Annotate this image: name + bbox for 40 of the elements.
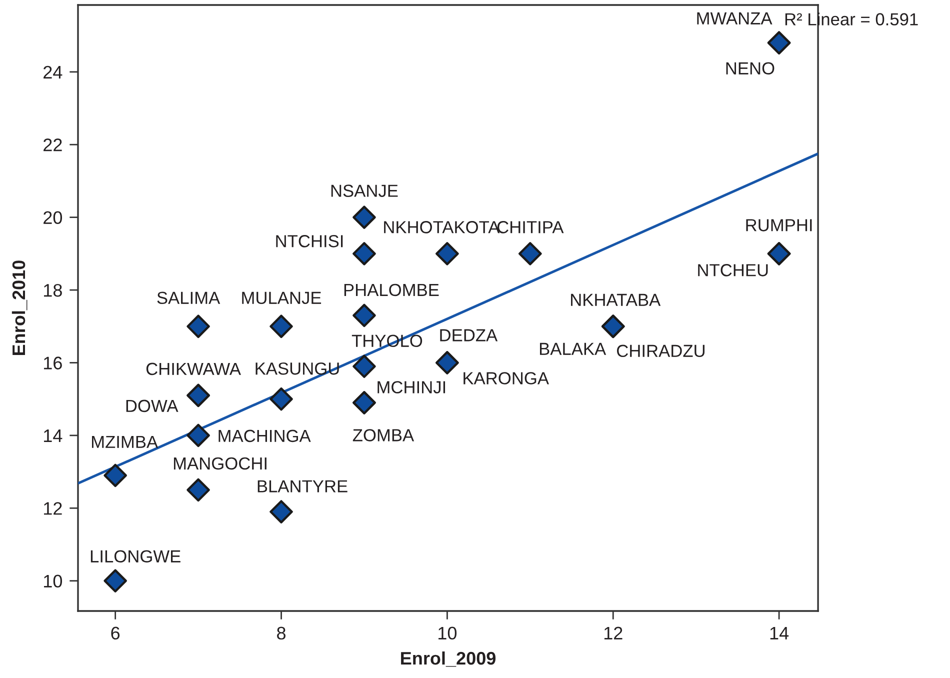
annotation: MACHINGA: [218, 430, 311, 442]
y-tick-label: 18: [44, 284, 62, 297]
annotation: BALAKA: [540, 342, 606, 355]
annotation: NTCHISI: [276, 235, 343, 248]
annotation: MWANZA: [697, 12, 772, 24]
annotation: NKHATABA: [571, 294, 661, 306]
y-tick-label: 10: [44, 574, 62, 588]
annotation: BLANTYRE: [258, 480, 348, 492]
x-tick-label: 8: [277, 626, 286, 640]
x-tick-label: 14: [770, 626, 789, 640]
annotation: DOWA: [126, 400, 178, 412]
x-tick-label: 12: [604, 626, 622, 640]
x-tick-label: 6: [111, 626, 120, 640]
annotation: CHIRADZU: [617, 344, 704, 358]
annotation: NTCHEU: [698, 264, 768, 276]
annotation: DEDZA: [440, 329, 498, 342]
annotation: NSANJE: [331, 184, 398, 197]
annotation: LILONGWE: [90, 550, 180, 562]
x-axis-title: Enrol_2009: [401, 651, 496, 667]
x-tick-label: 10: [438, 626, 457, 640]
annotation: RUMPHI: [746, 219, 812, 232]
y-tick-label: 14: [44, 430, 62, 442]
y-tick-label: 12: [44, 502, 62, 515]
y-tick-label: 24: [44, 66, 62, 78]
y-tick-label: 16: [44, 356, 62, 370]
y-axis-title: Enrol_2010: [12, 260, 28, 355]
annotation: PHALOMBE: [344, 284, 439, 296]
annotation: MCHINJI: [378, 381, 446, 394]
annotation: MULANJE: [242, 292, 322, 304]
annotation: KARONGA: [464, 372, 549, 384]
y-tick-label: 22: [44, 138, 62, 152]
annotation: MZIMBA: [92, 436, 158, 448]
annotation: MANGOCHI: [174, 457, 266, 470]
annotation: CHITIPA: [497, 221, 564, 234]
annotation: ZOMBA: [352, 429, 414, 442]
y-tick-label: 20: [44, 211, 62, 224]
annotation: NKHOTAKOTA: [384, 221, 500, 234]
annotation: NENO: [726, 62, 774, 74]
annotation: SALIMA: [157, 292, 220, 304]
annotation: CHIKWAWA: [146, 362, 241, 376]
